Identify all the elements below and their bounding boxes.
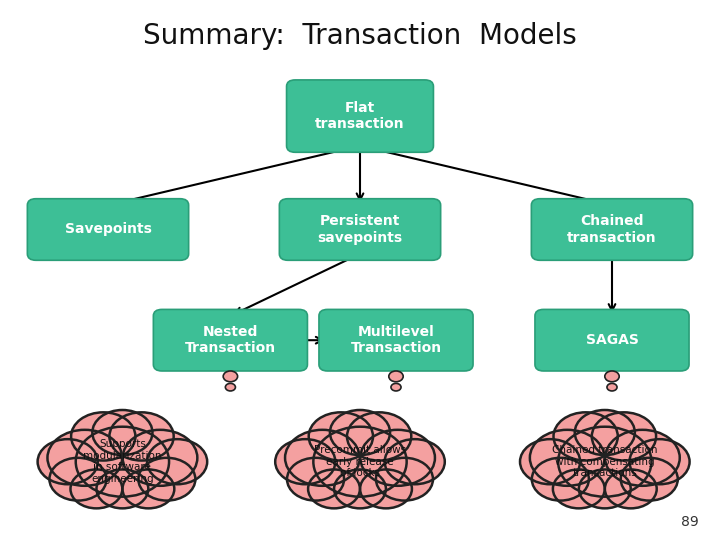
- Circle shape: [309, 413, 373, 461]
- Circle shape: [313, 427, 407, 497]
- Circle shape: [376, 458, 433, 501]
- Circle shape: [558, 427, 652, 497]
- Circle shape: [621, 458, 678, 501]
- Circle shape: [334, 469, 386, 508]
- Text: Chained transaction
with compensating
transactions: Chained transaction with compensating tr…: [552, 445, 657, 478]
- Circle shape: [554, 413, 618, 461]
- Circle shape: [96, 469, 148, 508]
- Circle shape: [147, 439, 207, 484]
- Text: 89: 89: [680, 515, 698, 529]
- FancyBboxPatch shape: [153, 309, 307, 371]
- Circle shape: [532, 458, 589, 501]
- Circle shape: [50, 458, 107, 501]
- FancyBboxPatch shape: [531, 199, 693, 260]
- Circle shape: [605, 430, 680, 486]
- Circle shape: [122, 469, 174, 508]
- Text: Savepoints: Savepoints: [65, 222, 151, 237]
- Text: Persistent
savepoints: Persistent savepoints: [318, 214, 402, 245]
- Circle shape: [71, 469, 122, 508]
- Circle shape: [122, 430, 197, 486]
- Circle shape: [330, 410, 390, 455]
- Circle shape: [360, 430, 435, 486]
- FancyBboxPatch shape: [287, 80, 433, 152]
- Circle shape: [360, 469, 412, 508]
- Circle shape: [138, 458, 195, 501]
- Circle shape: [285, 430, 360, 486]
- Circle shape: [275, 439, 336, 484]
- Circle shape: [37, 439, 98, 484]
- Text: Flat
transaction: Flat transaction: [315, 101, 405, 131]
- Circle shape: [391, 383, 401, 391]
- Circle shape: [530, 430, 605, 486]
- Circle shape: [76, 427, 169, 497]
- Circle shape: [225, 383, 235, 391]
- Text: Precommit allows
early release
of locks: Precommit allows early release of locks: [314, 445, 406, 478]
- Circle shape: [92, 410, 153, 455]
- Text: SAGAS: SAGAS: [585, 333, 639, 347]
- FancyBboxPatch shape: [319, 309, 473, 371]
- Text: Multilevel
Transaction: Multilevel Transaction: [351, 325, 441, 355]
- Circle shape: [347, 413, 411, 461]
- Circle shape: [579, 469, 631, 508]
- Circle shape: [575, 410, 635, 455]
- Text: Nested
Transaction: Nested Transaction: [185, 325, 276, 355]
- Circle shape: [605, 469, 657, 508]
- FancyBboxPatch shape: [535, 309, 689, 371]
- Circle shape: [71, 413, 135, 461]
- FancyBboxPatch shape: [279, 199, 441, 260]
- Circle shape: [553, 469, 605, 508]
- Circle shape: [287, 458, 344, 501]
- Text: Summary:  Transaction  Models: Summary: Transaction Models: [143, 22, 577, 50]
- Circle shape: [607, 383, 617, 391]
- Circle shape: [629, 439, 690, 484]
- Text: Chained
transaction: Chained transaction: [567, 214, 657, 245]
- FancyBboxPatch shape: [27, 199, 189, 260]
- Circle shape: [592, 413, 656, 461]
- Circle shape: [223, 371, 238, 382]
- Text: Supports
modularization
in software
engineering: Supports modularization in software engi…: [83, 440, 162, 484]
- Circle shape: [308, 469, 360, 508]
- Circle shape: [389, 371, 403, 382]
- Circle shape: [384, 439, 445, 484]
- Circle shape: [605, 371, 619, 382]
- Circle shape: [48, 430, 122, 486]
- Circle shape: [520, 439, 580, 484]
- Circle shape: [109, 413, 174, 461]
